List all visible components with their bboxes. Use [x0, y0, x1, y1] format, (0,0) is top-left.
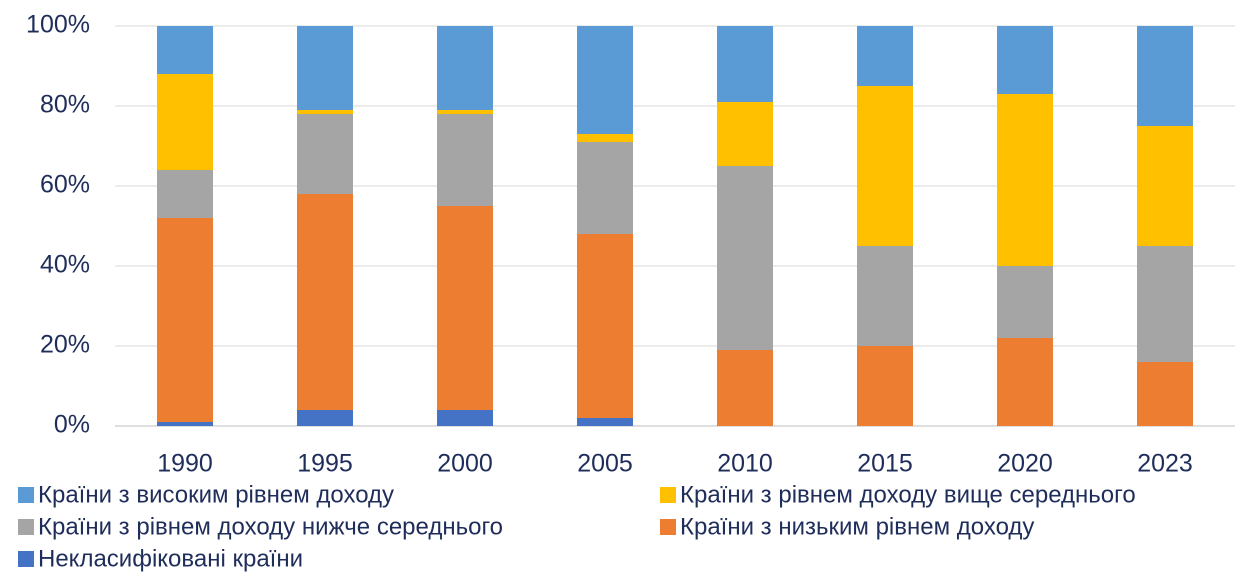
bar-segment — [437, 26, 493, 110]
bar-segment — [297, 114, 353, 194]
bar-segment — [157, 170, 213, 218]
bar-segment — [157, 74, 213, 170]
y-tick-label: 40% — [40, 251, 90, 279]
bar-segment — [1137, 246, 1193, 362]
x-tick-label: 2020 — [997, 450, 1053, 478]
bar-segment — [577, 234, 633, 418]
x-tick-label: 2015 — [857, 450, 913, 478]
bar-segment — [297, 194, 353, 410]
x-tick-label: 1990 — [157, 450, 213, 478]
y-tick-label: 60% — [40, 171, 90, 199]
bar-segment — [157, 218, 213, 422]
y-tick-label: 20% — [40, 331, 90, 359]
bar-segment — [717, 166, 773, 350]
bar-segment — [997, 26, 1053, 94]
legend-label: Країни з низьким рівнем доходу — [680, 513, 1034, 540]
bar-segment — [437, 206, 493, 410]
x-tick-label: 2023 — [1137, 450, 1193, 478]
y-tick-label: 0% — [54, 411, 90, 439]
bar-segment — [297, 410, 353, 426]
legend-label: Некласифіковані країни — [38, 545, 303, 572]
bar-segment — [297, 26, 353, 110]
bar-segment — [1137, 126, 1193, 246]
legend-swatch — [18, 487, 34, 503]
x-tick-label: 1995 — [297, 450, 353, 478]
legend-label: Країни з високим рівнем доходу — [38, 481, 394, 508]
legend-swatch — [18, 519, 34, 535]
bar-segment — [577, 418, 633, 426]
legend-swatch — [660, 487, 676, 503]
bar-segment — [577, 134, 633, 142]
bar-segment — [857, 86, 913, 246]
bar-segment — [157, 26, 213, 74]
x-tick-label: 2000 — [437, 450, 493, 478]
bar-segment — [1137, 362, 1193, 426]
legend-label: Країни з рівнем доходу вище середнього — [680, 481, 1136, 508]
bar-segment — [437, 410, 493, 426]
bar-segment — [297, 110, 353, 114]
bar-segment — [997, 94, 1053, 266]
y-tick-label: 80% — [40, 91, 90, 119]
x-tick-label: 2010 — [717, 450, 773, 478]
legend-swatch — [18, 551, 34, 567]
y-tick-label: 100% — [26, 11, 90, 39]
bar-segment — [577, 26, 633, 134]
bar-segment — [857, 346, 913, 426]
bar-segment — [997, 266, 1053, 338]
bar-segment — [717, 102, 773, 166]
bar-segment — [157, 422, 213, 426]
bar-segment — [717, 350, 773, 426]
bar-segment — [577, 142, 633, 234]
bar-segment — [1137, 26, 1193, 126]
bar-segment — [857, 246, 913, 346]
bar-segment — [997, 338, 1053, 426]
legend-label: Країни з рівнем доходу нижче середнього — [38, 513, 503, 540]
bar-segment — [437, 110, 493, 114]
legend-swatch — [660, 519, 676, 535]
bar-segment — [437, 114, 493, 206]
bar-segment — [717, 26, 773, 102]
x-tick-label: 2005 — [577, 450, 633, 478]
bar-segment — [857, 26, 913, 86]
